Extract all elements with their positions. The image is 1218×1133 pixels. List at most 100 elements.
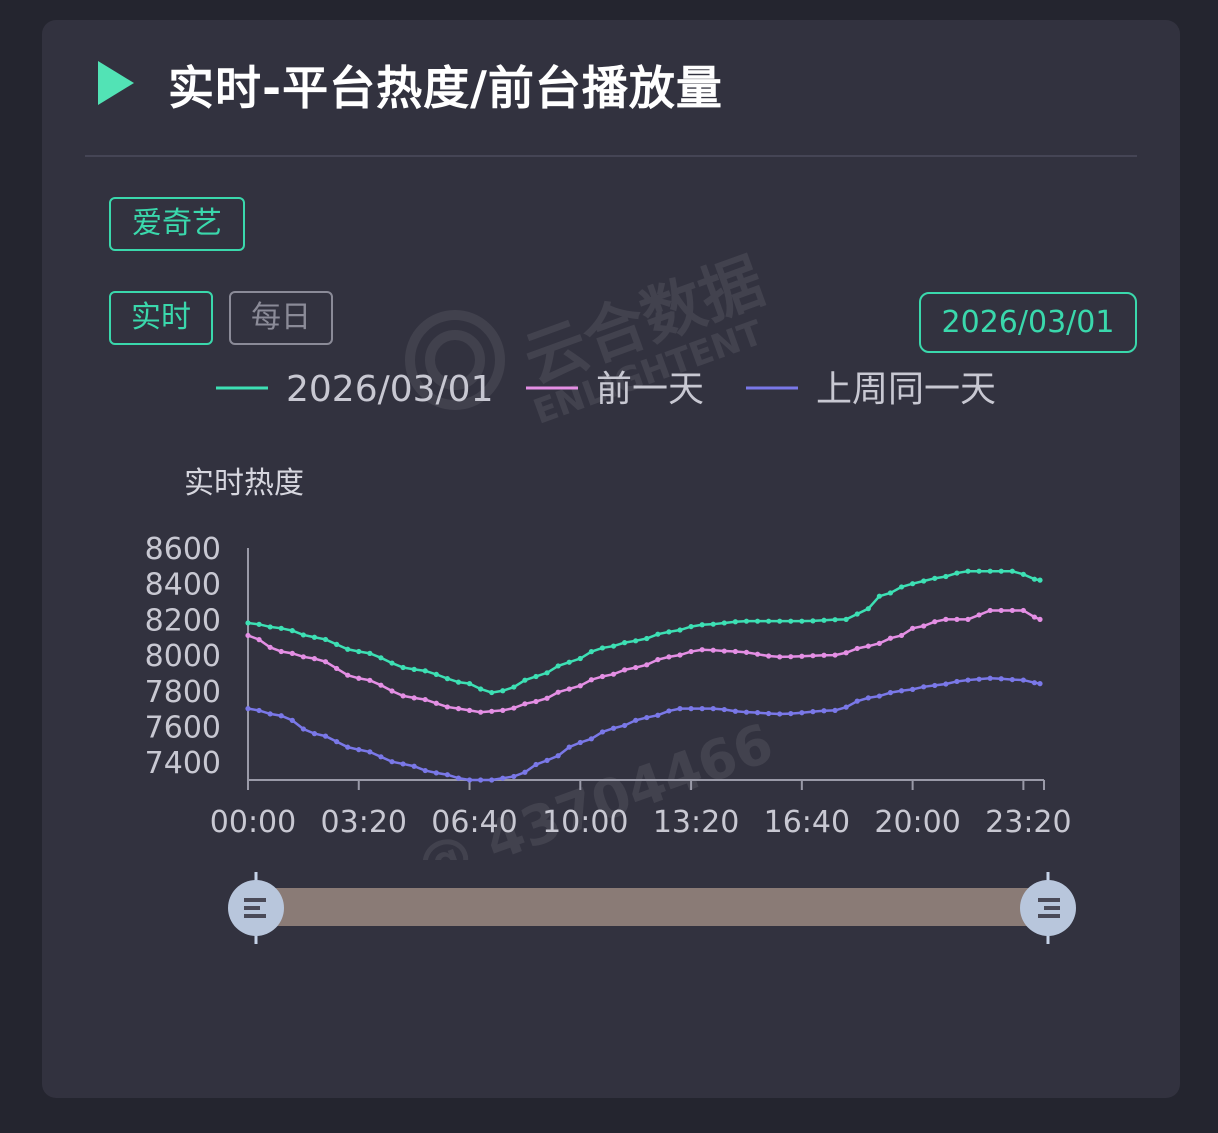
data-point (311, 656, 318, 662)
data-point (489, 689, 495, 696)
data-point (921, 623, 927, 629)
data-point (677, 706, 683, 712)
data-point (954, 570, 960, 576)
data-point (555, 663, 561, 669)
data-point (500, 707, 506, 714)
date-picker-button[interactable]: 2026/03/01 (919, 292, 1137, 353)
tab-realtime[interactable]: 实时 (109, 291, 213, 345)
data-point (1020, 571, 1026, 577)
tab-daily[interactable]: 每日 (229, 291, 333, 345)
chart-legend: 2026/03/01 前一天 上周同一天 (216, 369, 996, 410)
data-point (566, 659, 572, 665)
data-point (400, 693, 406, 699)
zoom-slider-track[interactable] (256, 888, 1048, 926)
data-point (1037, 577, 1043, 583)
data-point (311, 731, 318, 737)
data-point (466, 777, 473, 783)
data-point (289, 717, 295, 723)
chart-series (245, 568, 1043, 783)
y-tick-label: 7400 (145, 746, 221, 781)
data-point (334, 665, 340, 672)
data-point (411, 695, 417, 701)
data-point (433, 700, 439, 706)
data-point (633, 717, 639, 723)
data-point (799, 710, 805, 716)
data-point (378, 682, 384, 688)
data-point (1031, 576, 1038, 582)
data-point (976, 568, 982, 574)
data-point (832, 707, 838, 714)
data-point (777, 654, 783, 660)
data-point (411, 666, 417, 672)
data-point (644, 662, 650, 668)
data-point (732, 708, 738, 714)
data-point (843, 650, 849, 656)
data-point (721, 648, 727, 654)
data-point (334, 739, 340, 745)
data-point (843, 616, 849, 622)
data-point (1037, 681, 1043, 687)
data-point (345, 646, 351, 652)
data-point (588, 649, 594, 655)
data-point (898, 632, 905, 639)
x-tick-label: 16:40 (764, 805, 850, 840)
y-tick-label: 8200 (145, 603, 221, 638)
series-line (247, 569, 1041, 694)
legend-item[interactable]: 2026/03/01 (216, 369, 494, 410)
data-point (466, 707, 473, 714)
data-point (544, 670, 550, 676)
data-point (478, 709, 484, 715)
data-point (455, 679, 462, 685)
data-point (754, 710, 761, 716)
data-point (766, 710, 772, 717)
data-point (511, 773, 517, 780)
data-point (876, 693, 882, 699)
data-point (910, 686, 916, 692)
data-point (932, 682, 938, 689)
data-point (810, 618, 816, 624)
platform-tag-iqiyi[interactable]: 爱奇艺 (109, 197, 245, 251)
data-point (788, 710, 794, 717)
page-title: 实时-平台热度/前台播放量 (168, 61, 723, 115)
data-point (876, 640, 882, 646)
zoom-handle-right[interactable] (1020, 872, 1076, 944)
data-point (267, 711, 273, 717)
data-point (622, 667, 628, 673)
series-line (247, 677, 1041, 782)
data-point (267, 624, 273, 630)
data-point (965, 568, 971, 574)
legend-item[interactable]: 前一天 (526, 369, 704, 410)
data-point (865, 695, 871, 701)
data-point (832, 617, 838, 623)
legend-label: 上周同一天 (816, 369, 996, 410)
data-point (610, 671, 617, 677)
data-point (544, 695, 550, 701)
data-point (522, 769, 528, 775)
data-point (710, 647, 716, 653)
data-point (987, 607, 993, 614)
data-point (334, 641, 340, 647)
data-point (422, 696, 428, 703)
series-上周同一天 (245, 675, 1043, 783)
data-point (422, 767, 428, 774)
data-point (666, 708, 672, 714)
data-point (300, 654, 306, 660)
data-point (998, 676, 1004, 682)
data-point (721, 706, 727, 713)
data-point (356, 648, 362, 655)
zoom-handle-left[interactable] (228, 872, 284, 944)
data-point (345, 744, 351, 750)
data-point (921, 684, 927, 690)
legend-item[interactable]: 上周同一天 (746, 369, 996, 410)
data-point (367, 749, 373, 755)
data-point (278, 648, 284, 655)
data-point (677, 627, 683, 633)
data-point (389, 688, 395, 694)
data-point (278, 625, 284, 631)
data-point (400, 761, 406, 767)
data-point (577, 739, 583, 746)
data-point (699, 647, 705, 653)
data-point (522, 677, 528, 683)
data-point (732, 619, 738, 625)
data-point (666, 654, 672, 660)
